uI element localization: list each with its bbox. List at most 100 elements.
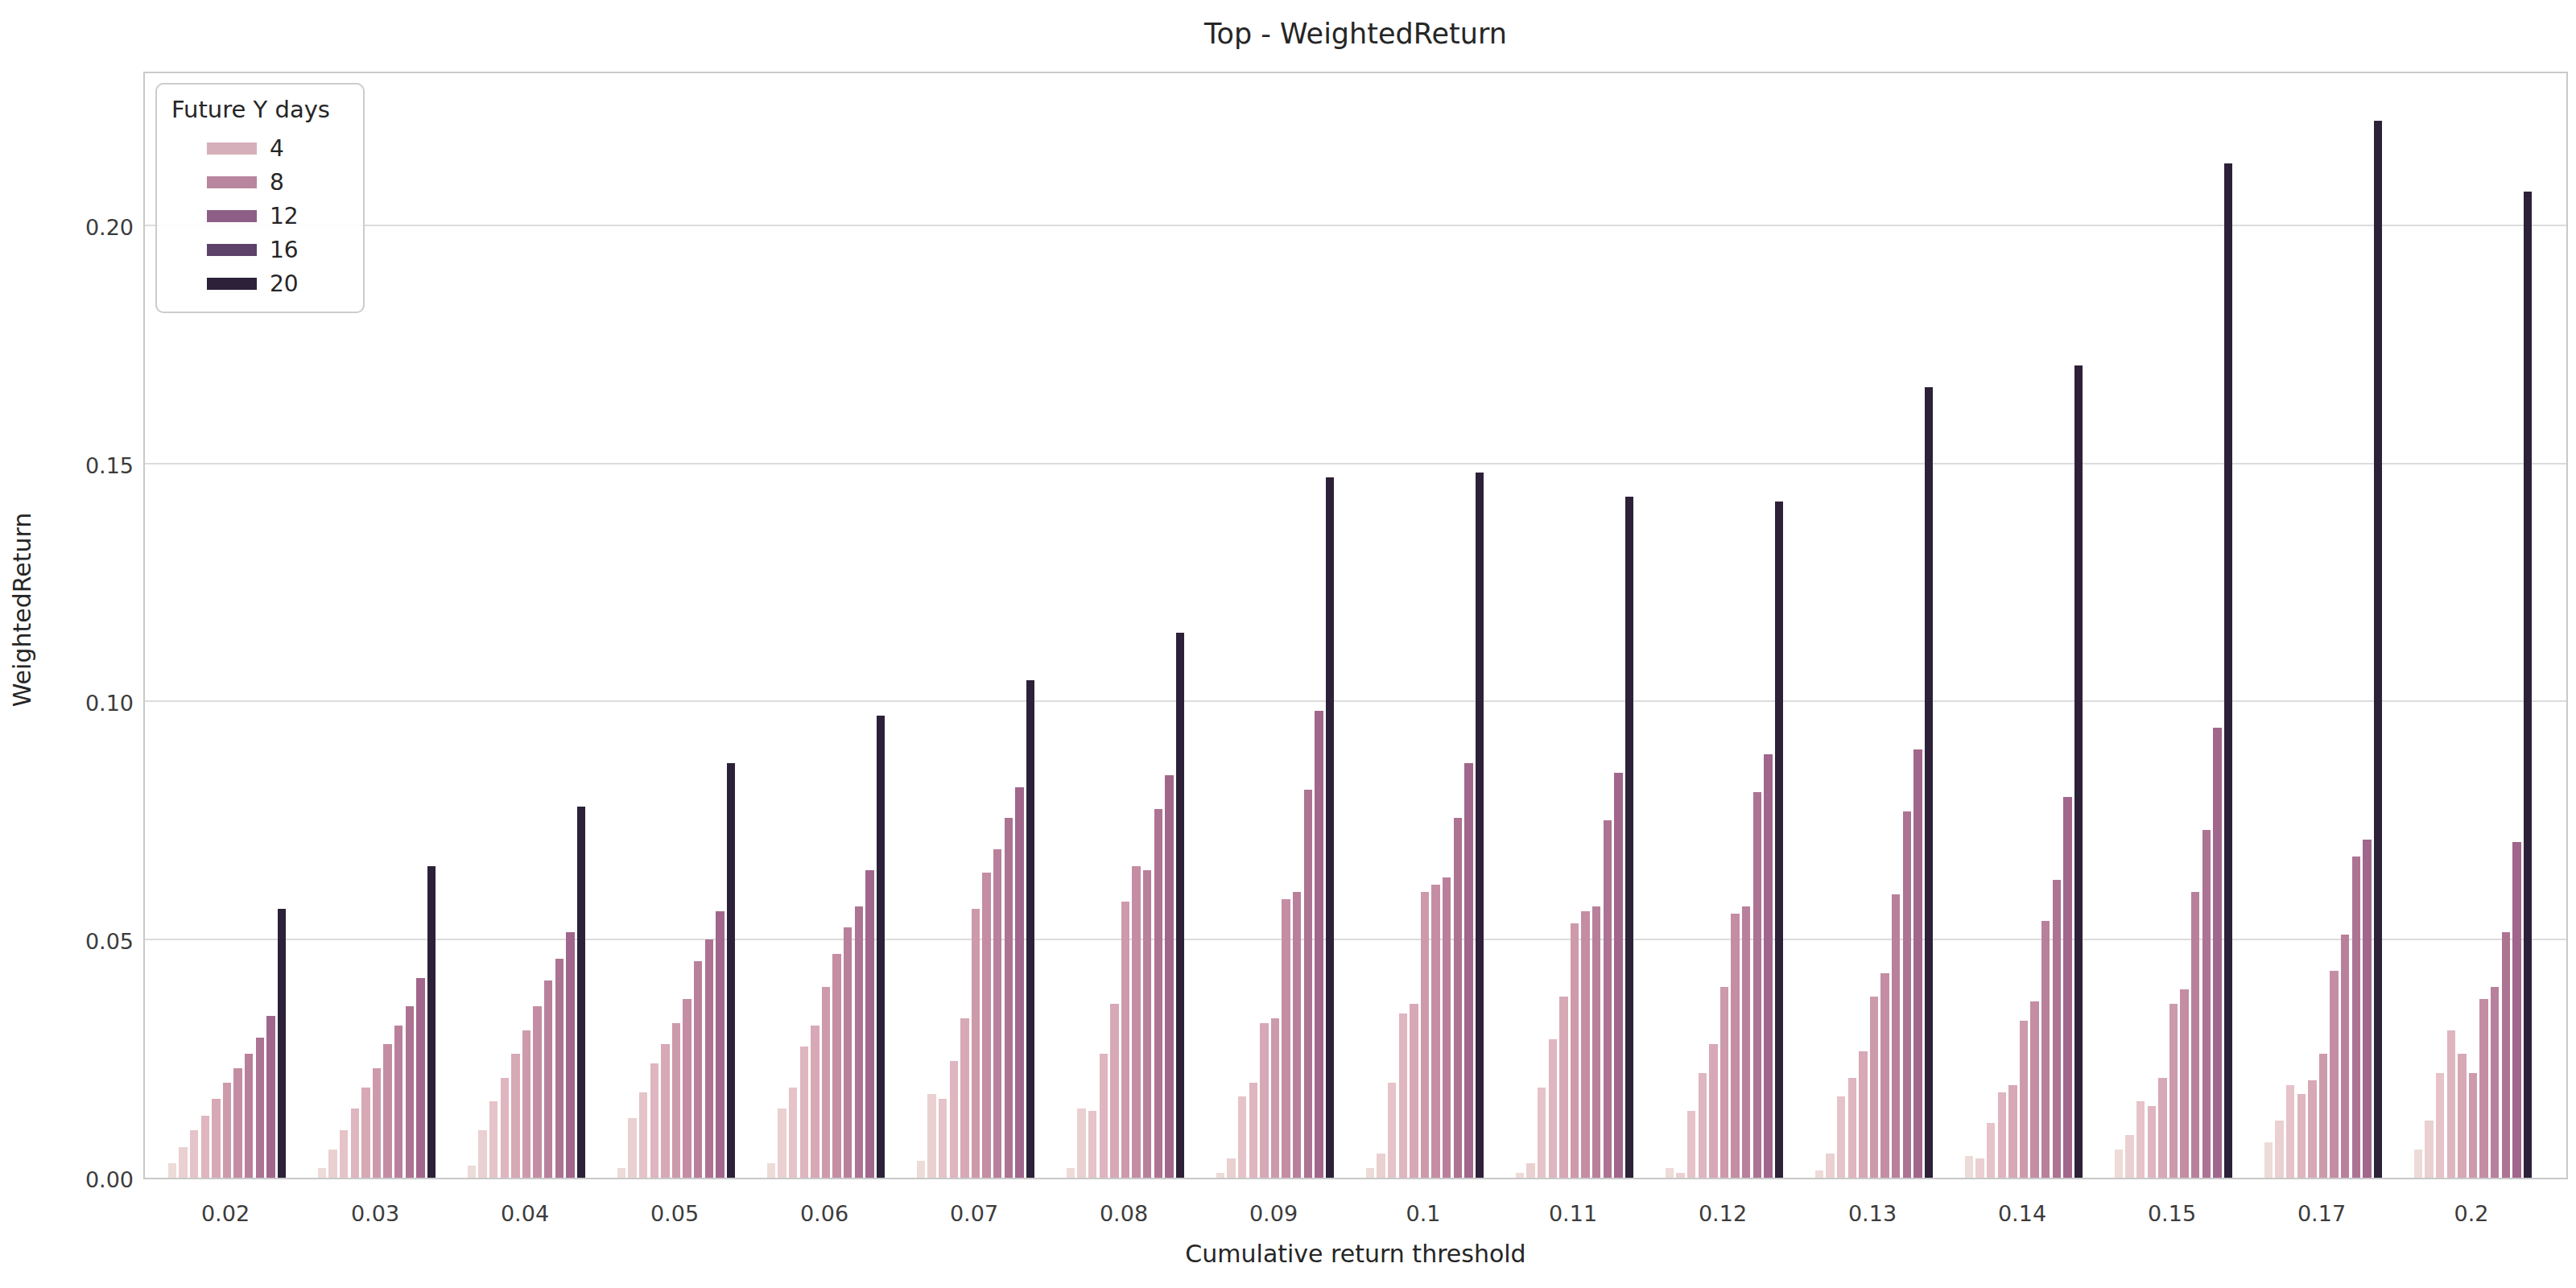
bar-day-20-threshold-0.14 [2074, 365, 2083, 1178]
legend-title: Future Y days [157, 93, 363, 131]
bar-day-6-threshold-0.02 [223, 1083, 232, 1178]
bar-day-8-threshold-0.13 [1892, 894, 1901, 1178]
bar-day-6-threshold-0.12 [1720, 987, 1729, 1178]
bar-day-5-threshold-0.06 [811, 1026, 819, 1178]
bar-day-8-threshold-0.09 [1293, 892, 1302, 1178]
bar-day-4-threshold-0.02 [201, 1116, 210, 1178]
bar-day-1-threshold-0.04 [468, 1166, 477, 1178]
bar-day-10-threshold-0.06 [865, 870, 874, 1178]
bar-day-2-threshold-0.14 [1975, 1158, 1984, 1178]
bar-day-1-threshold-0.11 [1516, 1173, 1525, 1178]
bar-day-3-threshold-0.04 [489, 1101, 498, 1178]
bar-day-20-threshold-0.13 [1925, 387, 1934, 1178]
bar-day-6-threshold-0.06 [822, 987, 831, 1178]
bar-day-2-threshold-0.1 [1377, 1154, 1385, 1178]
legend-swatch-icon [207, 244, 257, 256]
bar-day-1-threshold-0.1 [1366, 1168, 1375, 1178]
bar-day-3-threshold-0.15 [2136, 1101, 2145, 1178]
bar-day-3-threshold-0.02 [190, 1130, 199, 1178]
x-tick-label: 0.07 [950, 1201, 998, 1226]
bar-day-7-threshold-0.14 [2030, 1001, 2039, 1178]
bar-day-10-threshold-0.13 [1913, 749, 1922, 1178]
bar-chart: Top - WeightedReturn WeightedReturn 0.00… [0, 0, 2576, 1288]
bar-day-4-threshold-0.08 [1100, 1054, 1108, 1178]
bar-day-20-threshold-0.06 [877, 716, 886, 1178]
bar-day-5-threshold-0.05 [661, 1044, 670, 1178]
bar-day-7-threshold-0.11 [1581, 911, 1590, 1178]
bar-day-3-threshold-0.2 [2436, 1073, 2445, 1178]
bar-day-1-threshold-0.09 [1216, 1173, 1225, 1178]
bar-day-4-threshold-0.03 [351, 1108, 360, 1178]
bar-day-10-threshold-0.07 [1015, 787, 1024, 1178]
bar-day-10-threshold-0.2 [2512, 842, 2521, 1178]
gridline-0.10 [145, 700, 2566, 702]
bar-day-8-threshold-0.02 [245, 1054, 254, 1178]
legend-entry-label: 12 [270, 203, 299, 229]
bar-day-4-threshold-0.04 [501, 1078, 510, 1178]
x-tick-label: 0.15 [2148, 1201, 2196, 1226]
x-axis-label: Cumulative return threshold [143, 1240, 2568, 1268]
bar-day-20-threshold-0.04 [577, 807, 586, 1178]
bar-day-20-threshold-0.03 [427, 866, 436, 1178]
bar-day-5-threshold-0.2 [2458, 1054, 2467, 1178]
bar-day-10-threshold-0.02 [266, 1016, 275, 1178]
bar-day-4-threshold-0.07 [950, 1061, 959, 1178]
bar-day-2-threshold-0.03 [328, 1150, 337, 1178]
bar-day-8-threshold-0.2 [2491, 987, 2500, 1178]
bar-day-7-threshold-0.05 [683, 999, 691, 1178]
bar-day-4-threshold-0.11 [1549, 1039, 1558, 1178]
bar-day-9-threshold-0.15 [2202, 830, 2211, 1178]
bar-day-10-threshold-0.17 [2363, 840, 2372, 1178]
legend-entry-8: 8 [157, 165, 363, 199]
bar-day-6-threshold-0.11 [1571, 923, 1579, 1178]
bar-day-2-threshold-0.05 [628, 1118, 637, 1178]
legend-entry-20: 20 [157, 266, 363, 300]
bar-day-4-threshold-0.15 [2148, 1106, 2157, 1178]
bar-day-5-threshold-0.02 [212, 1099, 221, 1178]
bar-day-9-threshold-0.02 [256, 1038, 265, 1179]
bar-day-2-threshold-0.08 [1077, 1108, 1086, 1178]
legend-swatch-icon [207, 176, 257, 188]
bar-day-5-threshold-0.11 [1559, 997, 1568, 1178]
bar-day-5-threshold-0.09 [1260, 1023, 1269, 1178]
x-tick-label: 0.14 [1998, 1201, 2046, 1226]
legend-entry-16: 16 [157, 233, 363, 266]
bar-day-1-threshold-0.08 [1067, 1168, 1075, 1178]
bar-day-9-threshold-0.2 [2502, 932, 2511, 1178]
x-tick-label: 0.11 [1549, 1201, 1597, 1226]
bar-day-9-threshold-0.05 [705, 939, 714, 1178]
bar-day-3-threshold-0.17 [2286, 1085, 2295, 1178]
bar-day-6-threshold-0.04 [522, 1030, 531, 1178]
bar-day-6-threshold-0.07 [972, 909, 980, 1178]
legend: Future Y days 4 8 12 16 20 [155, 83, 365, 313]
legend-entry-label: 20 [270, 270, 299, 297]
bar-day-9-threshold-0.06 [855, 906, 864, 1178]
x-tick-label: 0.06 [800, 1201, 848, 1226]
bar-day-2-threshold-0.07 [927, 1094, 936, 1178]
bar-day-9-threshold-0.12 [1753, 792, 1762, 1178]
bar-day-1-threshold-0.14 [1965, 1156, 1974, 1178]
bar-day-4-threshold-0.05 [650, 1063, 659, 1178]
bar-day-7-threshold-0.09 [1282, 899, 1290, 1178]
bar-day-7-threshold-0.13 [1880, 973, 1889, 1178]
bar-day-6-threshold-0.13 [1870, 997, 1879, 1178]
bar-day-1-threshold-0.2 [2414, 1150, 2423, 1178]
legend-swatch-icon [207, 210, 257, 222]
bar-day-20-threshold-0.05 [727, 763, 736, 1178]
bar-day-6-threshold-0.14 [2020, 1021, 2029, 1178]
y-tick-label: 0.00 [85, 1167, 134, 1192]
bar-day-9-threshold-0.03 [406, 1006, 415, 1178]
legend-entry-label: 16 [270, 237, 299, 263]
bar-day-3-threshold-0.09 [1238, 1096, 1247, 1178]
bar-day-10-threshold-0.09 [1315, 711, 1323, 1178]
bar-day-4-threshold-0.13 [1848, 1078, 1857, 1178]
bar-day-5-threshold-0.12 [1709, 1044, 1718, 1178]
bar-day-7-threshold-0.03 [383, 1044, 392, 1178]
bar-day-3-threshold-0.14 [1987, 1123, 1996, 1178]
x-tick-label: 0.2 [2454, 1201, 2489, 1226]
x-tick-label: 0.04 [501, 1201, 549, 1226]
y-tick-label: 0.05 [85, 929, 134, 954]
bar-day-5-threshold-0.03 [361, 1088, 370, 1178]
legend-entry-label: 4 [270, 135, 284, 162]
bar-day-5-threshold-0.1 [1410, 1004, 1418, 1178]
